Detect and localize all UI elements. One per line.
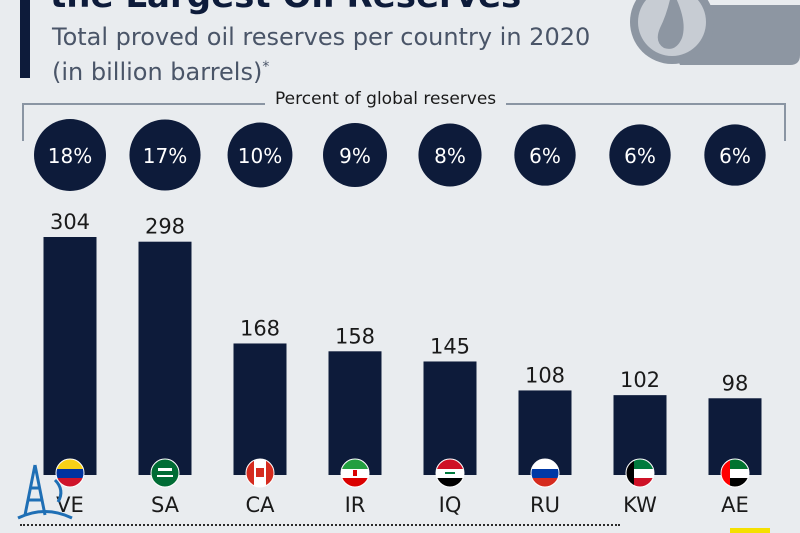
percent-label: 6% — [529, 144, 561, 168]
flag-icon-russia — [530, 458, 560, 488]
bar-value-label: 158 — [335, 324, 375, 348]
bar — [43, 237, 97, 475]
bar-value-label: 102 — [620, 368, 660, 392]
percent-label: 6% — [624, 144, 656, 168]
bar — [328, 351, 382, 475]
percent-bubble — [34, 119, 106, 191]
chart-subtitle: Total proved oil reserves per country in… — [52, 22, 590, 87]
percent-label: 8% — [434, 144, 466, 168]
flag-icon-iran — [340, 458, 370, 488]
percent-bubble — [323, 123, 387, 187]
footer-strip — [0, 525, 800, 533]
bar-value-label: 298 — [145, 215, 185, 239]
category-tick-label: SA — [151, 493, 180, 517]
flag-icon-kuwait — [625, 458, 655, 488]
percent-bubble — [418, 123, 482, 187]
percent-label: 17% — [143, 144, 187, 168]
bar-value-label: 145 — [430, 334, 470, 358]
percent-bubble — [227, 122, 293, 188]
flag-icon-iraq — [435, 458, 465, 488]
flag-icon-canada — [245, 458, 275, 488]
percent-bubble — [704, 124, 766, 186]
percent-label: 10% — [238, 144, 282, 168]
percent-bubble — [514, 124, 576, 186]
subtitle-line-2: (in billion barrels) — [52, 58, 263, 86]
oil-derrick-logo-icon — [17, 464, 73, 520]
title-accent-bar — [20, 0, 30, 78]
percent-label: 18% — [48, 144, 92, 168]
chart-title: the Largest Oil Reserves — [50, 0, 521, 16]
percent-label: 9% — [339, 144, 371, 168]
footer-notes — [20, 524, 620, 528]
footer-brand-mark — [730, 528, 770, 533]
category-tick-label: KW — [623, 493, 657, 517]
category-tick-label: AE — [721, 493, 749, 517]
category-tick-label: CA — [245, 493, 275, 517]
bar — [138, 241, 192, 475]
percent-label: 6% — [719, 144, 751, 168]
percent-bubble — [129, 119, 201, 191]
flag-icon-venezuela — [55, 458, 85, 488]
bar — [423, 361, 477, 475]
bar-value-label: 168 — [240, 316, 280, 340]
percent-legend-label: Percent of global reserves — [265, 89, 507, 109]
bar-value-label: 108 — [525, 363, 565, 387]
footnote-mark: * — [262, 59, 270, 75]
category-tick-label: IQ — [439, 493, 462, 517]
flag-icon-saudi-arabia — [150, 458, 180, 488]
category-tick-label: IR — [345, 493, 366, 517]
category-tick-label: RU — [530, 493, 560, 517]
percent-bubble — [609, 124, 671, 186]
oil-drop-icon — [630, 0, 800, 65]
bar-value-label: 98 — [722, 371, 749, 395]
bar — [233, 343, 287, 475]
flag-icon-uae — [720, 458, 750, 488]
subtitle-line-1: Total proved oil reserves per country in… — [52, 23, 591, 51]
bar-value-label: 304 — [50, 210, 90, 234]
